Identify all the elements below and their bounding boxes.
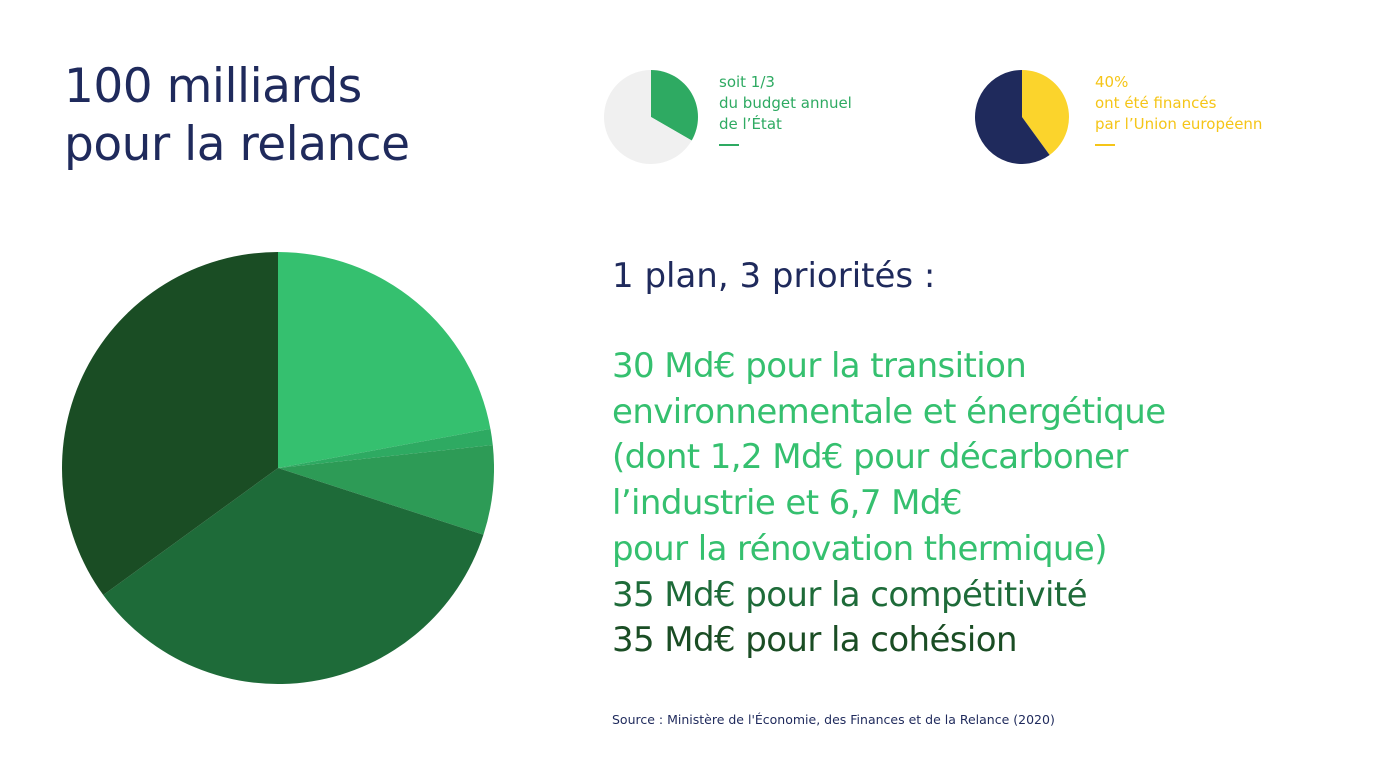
priority-line: 35 Md€ pour la cohésion	[612, 620, 1018, 661]
priorities-block: 1 plan, 3 priorités : 30 Md€ pour la tra…	[612, 256, 1352, 664]
source-note: Source : Ministère de l'Économie, des Fi…	[612, 712, 1055, 727]
budget-mini-slice-1	[651, 70, 698, 141]
budget-share-line-2: du budget annuel	[719, 94, 852, 112]
budget-share-line-1: soit 1/3	[719, 73, 775, 91]
priority-line: pour la rénovation thermique)	[612, 528, 1107, 569]
title-line-1: 100 milliards	[64, 59, 362, 114]
eu-share-mini-pie	[975, 70, 1069, 164]
eu-share-line-1: 40%	[1095, 73, 1129, 91]
pie-slice-4	[103, 468, 484, 684]
priorities-lines: 30 Md€ pour la transition environnementa…	[612, 344, 1352, 664]
priority-line: (dont 1,2 Md€ pour décarboner	[612, 437, 1128, 478]
title-line-2: pour la relance	[64, 117, 410, 172]
budget-share-dash	[719, 144, 739, 146]
eu-share-line-2: ont été financés	[1095, 94, 1217, 112]
priority-line: environnementale et énergétique	[612, 391, 1166, 432]
eu-share-dash	[1095, 144, 1115, 146]
budget-share-line-3: de l’État	[719, 115, 782, 133]
priority-line: 35 Md€ pour la compétitivité	[612, 574, 1088, 615]
eu-share-text: 40% ont été financés par l’Union europée…	[1095, 72, 1262, 146]
eu-mini-slice-1	[1022, 70, 1069, 156]
priority-line: l’industrie et 6,7 Md€	[612, 483, 962, 524]
pie-slice-2	[278, 428, 493, 468]
budget-mini-slice-2	[604, 70, 692, 164]
eu-mini-slice-2	[975, 70, 1050, 164]
priority-line: 30 Md€ pour la transition	[612, 346, 1027, 386]
pie-slice-5	[62, 252, 278, 595]
pie-slice-3	[278, 444, 494, 535]
eu-share-line-3: par l’Union européenn	[1095, 115, 1263, 133]
budget-share-mini-pie	[604, 70, 698, 164]
pie-slice-1	[278, 252, 491, 468]
page-title: 100 milliards pour la relance	[64, 58, 410, 174]
priorities-heading: 1 plan, 3 priorités :	[612, 256, 936, 296]
budget-share-text: soit 1/3 du budget annuel de l’État	[719, 72, 852, 146]
budget-breakdown-pie	[62, 252, 494, 684]
